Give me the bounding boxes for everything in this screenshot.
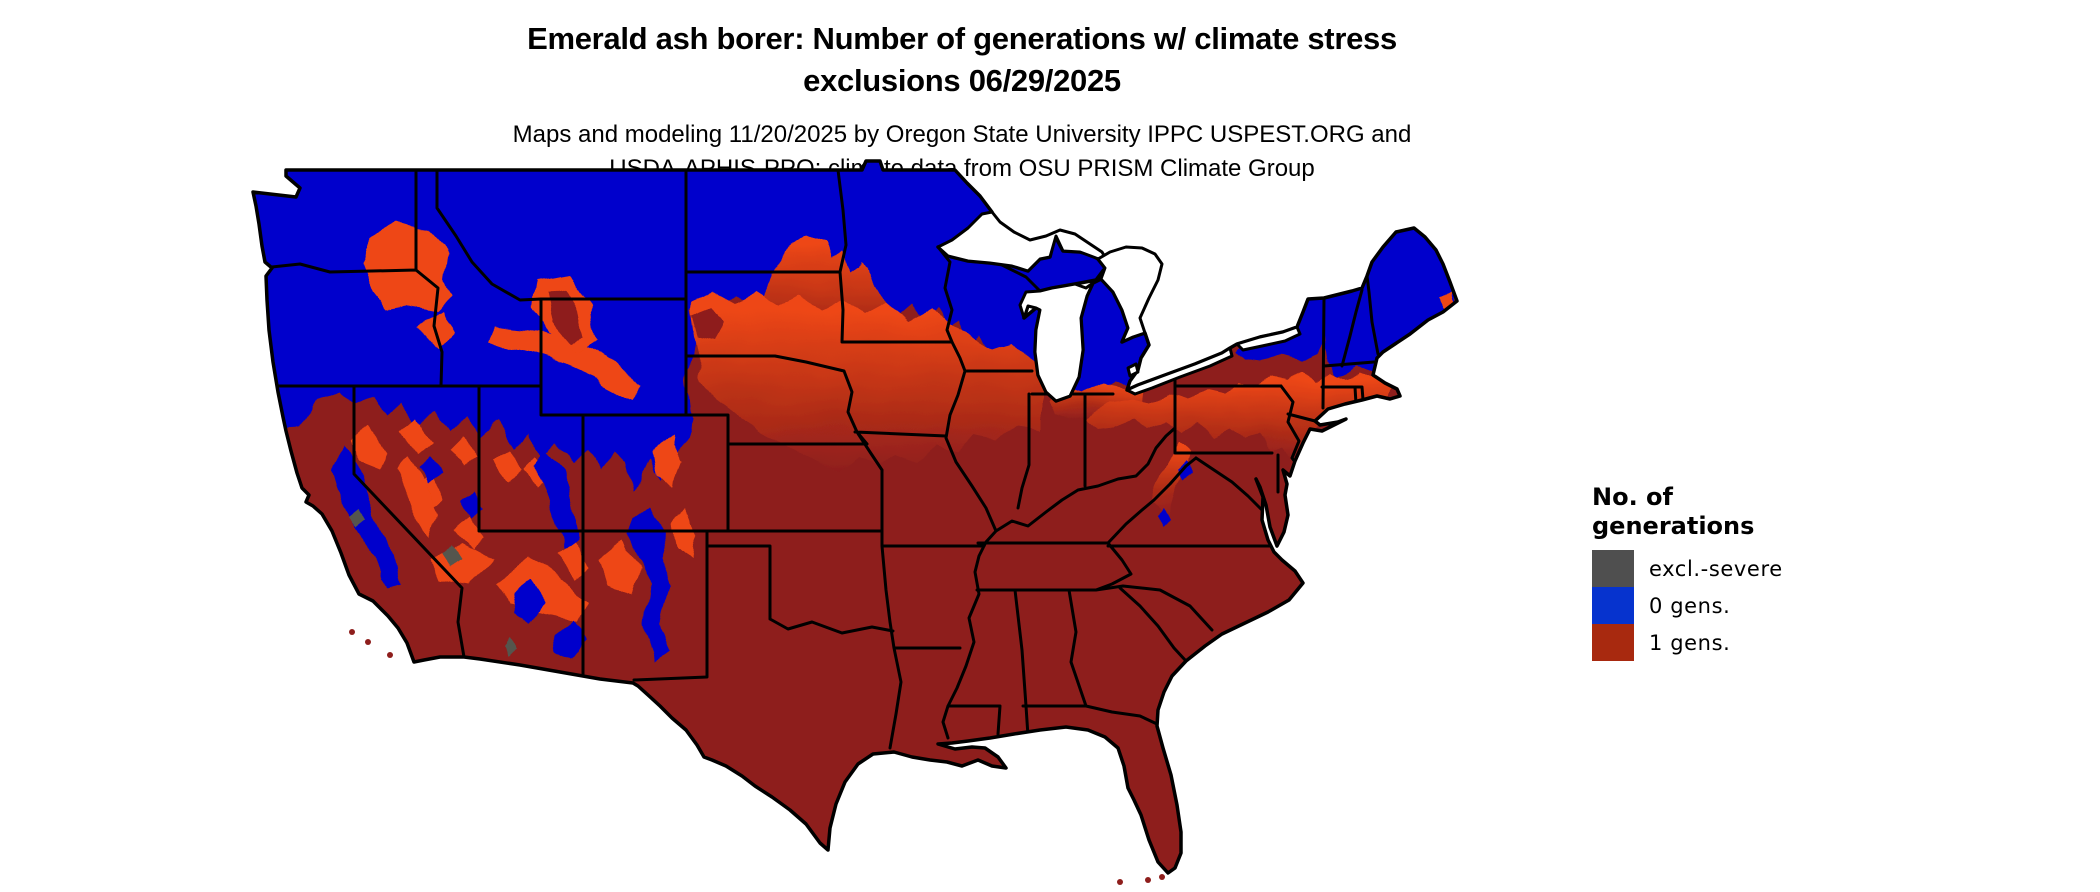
map-subtitle-line1: Maps and modeling 11/20/2025 by Oregon S… [512, 121, 1412, 148]
legend-item-zero-gens: 0 gens. [1592, 587, 1783, 624]
legend-label-excluded: excl.-severe [1649, 556, 1783, 581]
legend-item-one-gen: 1 gens. [1592, 624, 1783, 661]
map-title-line1: Emerald ash borer: Number of generations… [527, 21, 1397, 56]
legend-swatch-excluded [1592, 550, 1634, 587]
lake-ontario [1235, 325, 1302, 352]
great-lakes [936, 210, 1302, 403]
map-title: Emerald ash borer: Number of generations… [262, 18, 1662, 102]
legend-item-excluded: excl.-severe [1592, 550, 1783, 587]
legend-swatch-zero-gens [1592, 587, 1634, 624]
legend-label-zero-gens: 0 gens. [1649, 593, 1731, 618]
legend-rows: excl.-severe 0 gens. 1 gens. [1592, 550, 1783, 661]
legend-swatch-one-gen [1592, 624, 1634, 661]
island-specks [349, 629, 1165, 885]
legend: No. of generations excl.-severe 0 gens. … [1592, 483, 1783, 661]
lake-erie [1125, 346, 1234, 396]
dark-red-inlier-patches [545, 290, 724, 346]
lake-huron [1096, 245, 1164, 347]
lake-michigan [1018, 281, 1095, 403]
map-title-line2: exclusions 06/29/2025 [803, 63, 1121, 98]
legend-title-line2: generations [1592, 512, 1755, 540]
legend-title-line1: No. of [1592, 483, 1673, 511]
lake-st-clair [1126, 362, 1140, 378]
state-borders [260, 168, 1380, 750]
legend-title: No. of generations [1592, 483, 1783, 541]
legend-label-one-gen: 1 gens. [1649, 630, 1731, 655]
excluded-severe-patches [350, 504, 518, 658]
transition-band-region [688, 236, 1392, 514]
